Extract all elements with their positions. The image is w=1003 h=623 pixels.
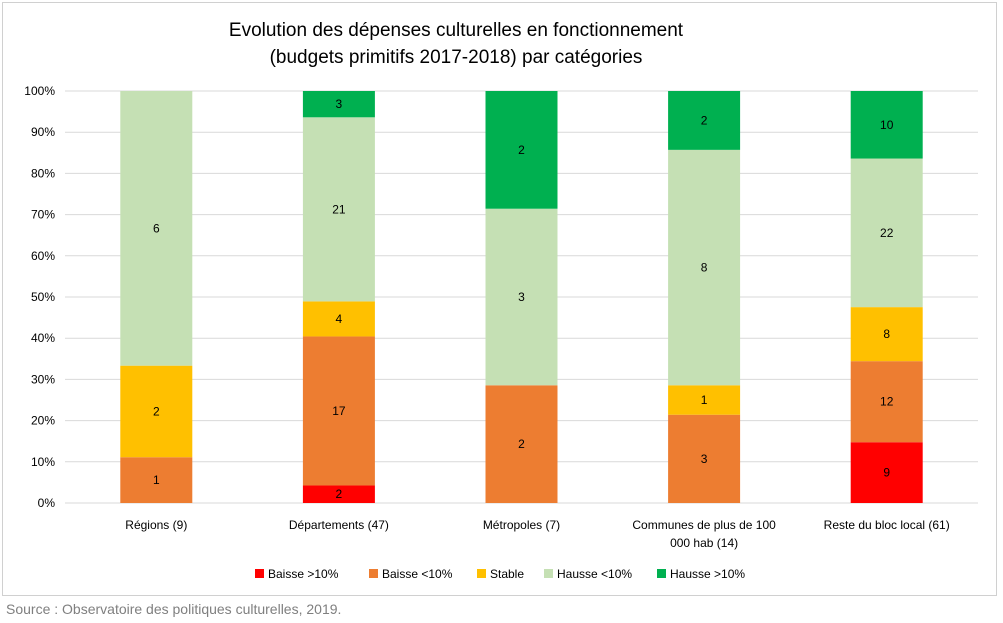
data-label: 22 bbox=[880, 226, 894, 240]
y-tick-label: 10% bbox=[31, 455, 55, 469]
bar-segment bbox=[302, 117, 375, 302]
x-tick-label: Régions (9) bbox=[125, 518, 187, 532]
legend-swatch bbox=[369, 569, 378, 578]
x-tick-label: Métropoles (7) bbox=[483, 518, 560, 532]
legend-label: Baisse >10% bbox=[268, 567, 339, 581]
data-label: 6 bbox=[153, 221, 160, 235]
y-tick-label: 80% bbox=[31, 166, 55, 180]
data-label: 8 bbox=[883, 327, 890, 341]
x-tick-label: Communes de plus de 100 bbox=[632, 518, 776, 532]
data-label: 2 bbox=[153, 404, 160, 418]
y-tick-label: 30% bbox=[31, 372, 55, 386]
x-axis: Régions (9) Départements (47) Métropoles (… bbox=[125, 518, 949, 550]
source-note: Source : Observatoire des politiques cul… bbox=[6, 601, 342, 617]
bar-segment bbox=[668, 385, 741, 415]
bar-segment bbox=[850, 361, 923, 443]
bar-segment bbox=[850, 158, 923, 308]
y-tick-label: 50% bbox=[31, 290, 55, 304]
bar-segment bbox=[485, 385, 558, 503]
data-label: 3 bbox=[336, 97, 343, 111]
bar-segment bbox=[668, 414, 741, 503]
legend: Baisse >10% Baisse <10% Stable Hausse <10% H… bbox=[255, 567, 745, 581]
data-label: 10 bbox=[880, 118, 894, 132]
bar-segment bbox=[850, 442, 923, 503]
data-label: 2 bbox=[336, 487, 343, 501]
bar-segment bbox=[668, 149, 741, 386]
bar-segment bbox=[120, 457, 193, 503]
x-tick-label: Départements (47) bbox=[289, 518, 389, 532]
y-tick-label: 60% bbox=[31, 249, 55, 263]
legend-label: Baisse <10% bbox=[382, 567, 453, 581]
bar-segment bbox=[485, 208, 558, 386]
data-label: 12 bbox=[880, 395, 894, 409]
legend-label: Stable bbox=[490, 567, 524, 581]
data-label: 2 bbox=[701, 113, 708, 127]
x-tick-label: Reste du bloc local (61) bbox=[824, 518, 950, 532]
legend-swatch bbox=[657, 569, 666, 578]
y-tick-label: 100% bbox=[24, 84, 55, 98]
legend-swatch bbox=[544, 569, 553, 578]
legend-entry: Hausse >10% bbox=[657, 567, 745, 581]
data-label: 17 bbox=[332, 404, 346, 418]
data-label: 1 bbox=[701, 393, 708, 407]
stacked-bar-chart: Evolution des dépenses culturelles en fo… bbox=[24, 20, 978, 581]
data-label: 2 bbox=[518, 437, 525, 451]
bar-stack: 1 2 6 bbox=[120, 91, 193, 503]
y-axis: 0% 10% 20% 30% 40% 50% 60% 70% 80% 90% 100% bbox=[24, 84, 55, 510]
bar-stack: 2 17 4 21 3 bbox=[302, 91, 375, 503]
bar-stack: 9 12 8 22 10 bbox=[850, 91, 923, 503]
y-tick-label: 70% bbox=[31, 208, 55, 222]
legend-entry: Baisse >10% bbox=[255, 567, 339, 581]
bar-stack: 2 3 2 bbox=[485, 91, 558, 503]
chart-title-line-2: (budgets primitifs 2017-2018) par catégo… bbox=[270, 47, 643, 68]
data-label: 1 bbox=[153, 473, 160, 487]
bar-segment bbox=[302, 301, 375, 337]
bar-segment bbox=[302, 91, 375, 118]
data-label: 9 bbox=[883, 466, 890, 480]
legend-swatch bbox=[477, 569, 486, 578]
bar-segment bbox=[850, 307, 923, 362]
chart-title-line-1: Evolution des dépenses culturelles en fo… bbox=[229, 20, 684, 41]
chart-frame: Evolution des dépenses culturelles en fo… bbox=[2, 2, 997, 596]
bar-segment bbox=[485, 91, 558, 209]
legend-entry: Stable bbox=[477, 567, 524, 581]
x-tick-label: 000 hab (14) bbox=[670, 536, 738, 550]
bar-segment bbox=[302, 485, 375, 503]
legend-label: Hausse <10% bbox=[557, 567, 632, 581]
bar-segment bbox=[850, 91, 923, 159]
data-label: 4 bbox=[336, 312, 343, 326]
data-label: 8 bbox=[701, 261, 708, 275]
y-tick-label: 20% bbox=[31, 414, 55, 428]
legend-swatch bbox=[255, 569, 264, 578]
bar-segment bbox=[668, 91, 741, 150]
data-label: 2 bbox=[518, 143, 525, 157]
data-label: 3 bbox=[518, 290, 525, 304]
legend-label: Hausse >10% bbox=[670, 567, 745, 581]
data-label: 21 bbox=[332, 202, 346, 216]
data-label: 3 bbox=[701, 452, 708, 466]
y-tick-label: 90% bbox=[31, 125, 55, 139]
bar-stack: 3 1 8 2 bbox=[668, 91, 741, 503]
y-tick-label: 0% bbox=[38, 496, 56, 510]
legend-entry: Hausse <10% bbox=[544, 567, 632, 581]
bar-segment bbox=[120, 365, 193, 458]
y-tick-label: 40% bbox=[31, 331, 55, 345]
bar-segment bbox=[302, 336, 375, 486]
bar-segment bbox=[120, 91, 193, 366]
legend-entry: Baisse <10% bbox=[369, 567, 453, 581]
